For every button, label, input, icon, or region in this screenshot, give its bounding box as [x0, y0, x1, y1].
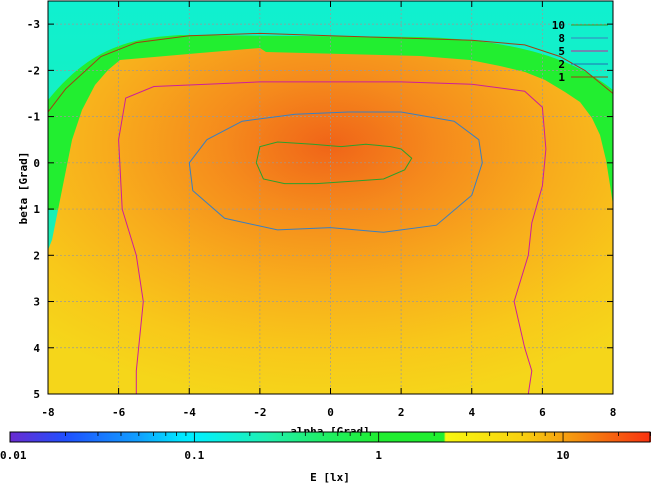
y-tick-label: 0: [33, 157, 40, 170]
colorbar-segment: [10, 432, 66, 442]
contour-line-8: [188, 111, 483, 233]
x-tick-label: -2: [253, 406, 266, 419]
colorbar-tick-label: 10: [556, 449, 569, 462]
colorbar-ticks: 0.01 0.1 1 10: [0, 432, 651, 462]
y-tick-label: -3: [27, 18, 40, 31]
contour-lines: [48, 32, 613, 394]
y-tick-label: 4: [33, 342, 40, 355]
y-tick-label: 3: [33, 296, 40, 309]
x-tick-label: 0: [327, 406, 334, 419]
grid-lines: [48, 1, 613, 394]
x-tick-label: -6: [112, 406, 126, 419]
y-tick-label: -1: [27, 111, 41, 124]
colorbar-segment: [194, 432, 269, 442]
contour-line-1: [48, 32, 613, 113]
y-tick-label: 5: [33, 388, 40, 401]
contour-line-5: [118, 81, 547, 394]
y-tick-label: -2: [27, 64, 40, 77]
colorbar-tick-label: 0.01: [0, 449, 27, 462]
colorbar: [9, 431, 651, 443]
colorbar-segment: [378, 432, 445, 442]
colorbar-segment: [443, 432, 446, 442]
legend-label-8: 8: [558, 32, 565, 45]
colorbar-segment: [577, 432, 651, 442]
colorbar-segment: [181, 432, 195, 442]
colorbar-segment: [65, 432, 140, 442]
x-tick-label: 2: [398, 406, 405, 419]
colorbar-tick-label: 1: [375, 449, 382, 462]
colorbar-segment: [138, 432, 182, 442]
colorbar-tick-label: 0.1: [184, 449, 204, 462]
x-tick-label: 6: [539, 406, 546, 419]
y-axis-label: beta [Grad]: [17, 152, 30, 225]
y-tick-label: 2: [33, 249, 40, 262]
colorbar-segment: [314, 432, 380, 442]
legend-label-10: 10: [552, 19, 565, 32]
x-tick-label: -8: [41, 406, 54, 419]
colorbar-segment: [445, 432, 523, 442]
colorbar-segment: [522, 432, 579, 442]
legend-label-5: 5: [558, 45, 565, 58]
x-tick-label: -4: [183, 406, 197, 419]
x-axis-ticks: -8 -6 -4 -2 0 2 4 6 8: [41, 1, 616, 419]
legend-label-1: 1: [558, 71, 565, 84]
x-tick-label: 4: [468, 406, 475, 419]
contour-line-10: [255, 141, 413, 185]
x-tick-label: 8: [610, 406, 617, 419]
colorbar-segment: [267, 432, 316, 442]
y-tick-label: 1: [33, 203, 40, 216]
legend-label-2: 2: [558, 58, 565, 71]
colorbar-label: E [lx]: [310, 471, 350, 483]
